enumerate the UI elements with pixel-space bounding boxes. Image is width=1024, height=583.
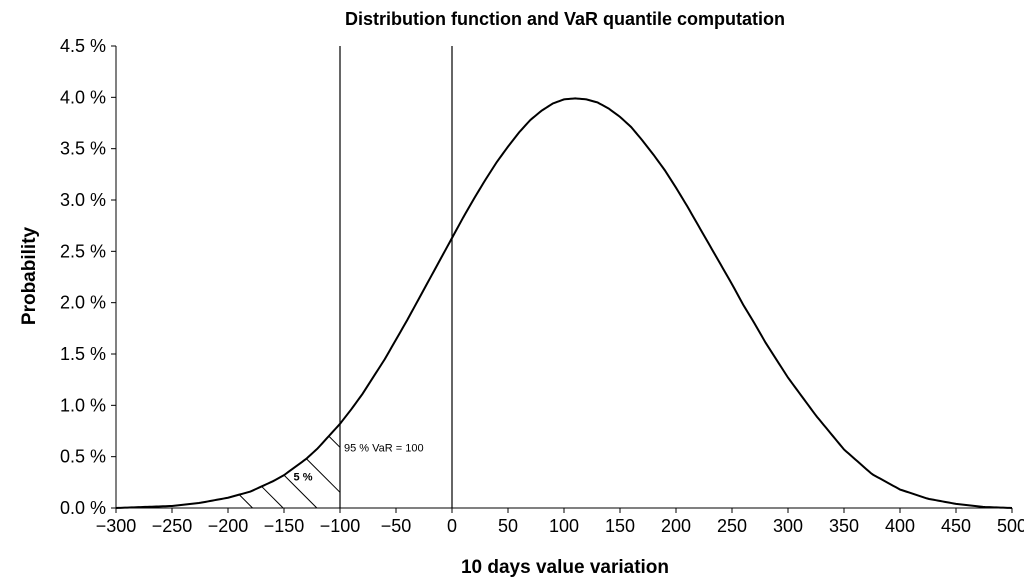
x-tick-label: 350 — [829, 516, 859, 536]
hatch-line — [238, 494, 253, 509]
y-tick-label: 3.5 % — [60, 139, 106, 159]
x-tick-label: 100 — [549, 516, 579, 536]
x-tick-label: 200 — [661, 516, 691, 536]
y-tick-label: 3.0 % — [60, 190, 106, 210]
x-tick-label: −150 — [264, 516, 305, 536]
x-tick-label: −100 — [320, 516, 361, 536]
x-tick-label: −200 — [208, 516, 249, 536]
y-ticks: 0.0 % 0.5 % 1.0 % 1.5 % 2.0 % 2.5 % 3.0 % 3.5 %… — [60, 36, 116, 518]
x-tick-label: 450 — [941, 516, 971, 536]
x-axis-title: 10 days value variation — [461, 557, 669, 578]
x-tick-label: −50 — [381, 516, 412, 536]
x-tick-label: 400 — [885, 516, 915, 536]
x-ticks: −300 −250 −200 −150 −100 −50 0 50 100 150 200 250 30… — [96, 508, 1024, 536]
plot-area: 0.0 % 0.5 % 1.0 % 1.5 % 2.0 % 2.5 % 3.0 % 3.5 %… — [60, 36, 1024, 536]
density-curve — [115, 97, 1013, 509]
x-tick-label: 50 — [498, 516, 518, 536]
chart-title: Distribution function and VaR quantile c… — [345, 9, 785, 29]
y-tick-label: 1.0 % — [60, 395, 106, 415]
y-tick-label: 2.5 % — [60, 241, 106, 261]
x-tick-label: 150 — [605, 516, 635, 536]
y-tick-label: 4.0 % — [60, 87, 106, 107]
tail-percent-annotation: 5 % — [294, 471, 313, 483]
vertical-lines — [339, 46, 453, 508]
tail-hatching — [238, 435, 341, 509]
x-tick-label: −250 — [152, 516, 193, 536]
y-tick-label: 4.5 % — [60, 36, 106, 56]
hatch-line — [306, 458, 341, 493]
hatch-line — [261, 486, 284, 509]
hatch-line — [328, 435, 341, 448]
series-group — [115, 97, 1013, 509]
x-tick-label: 300 — [773, 516, 803, 536]
y-tick-label: 1.5 % — [60, 344, 106, 364]
y-tick-label: 0.0 % — [60, 498, 106, 518]
hatch-line — [283, 474, 318, 509]
x-tick-label: 500 — [997, 516, 1024, 536]
y-tick-label: 2.0 % — [60, 293, 106, 313]
x-tick-label: 250 — [717, 516, 747, 536]
annotations: 95 % VaR = 100 5 % — [294, 443, 424, 484]
x-tick-label: 0 — [447, 516, 457, 536]
y-tick-label: 0.5 % — [60, 447, 106, 467]
var-annotation: 95 % VaR = 100 — [344, 443, 424, 455]
x-tick-label: −300 — [96, 516, 137, 536]
y-axis-title: Probability — [19, 226, 40, 325]
